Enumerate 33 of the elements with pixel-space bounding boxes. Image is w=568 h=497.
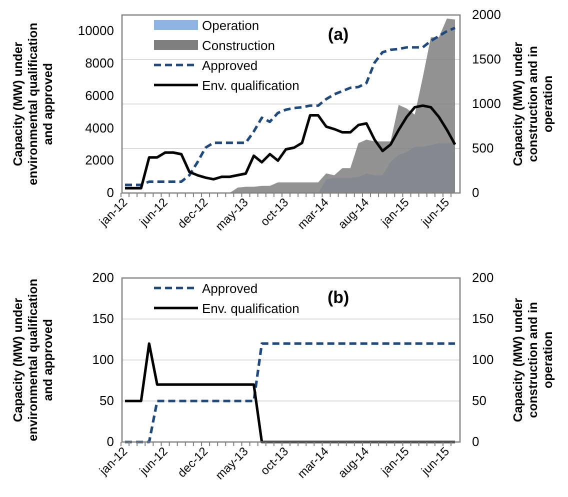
y2-axis-title: Capacity (MW) under construction and in operation xyxy=(511,298,555,422)
y2-tick-label: 150 xyxy=(472,311,494,326)
y-tick-label: 50 xyxy=(100,393,114,408)
y2-tick-label: 50 xyxy=(472,393,486,408)
y2-tick-label: 100 xyxy=(472,352,494,367)
legend-label: Env. qualification xyxy=(202,78,300,93)
y-tick-label: 2000 xyxy=(85,152,114,168)
y-tick-label: 150 xyxy=(92,311,114,326)
y-tick-label: 0 xyxy=(106,185,114,200)
legend-label: Operation xyxy=(202,18,260,33)
y-axis-title: Capacity (MW) under environmental qualification and approved xyxy=(11,22,55,186)
y2-tick-label: 0 xyxy=(472,434,480,449)
legend-label: Approved xyxy=(202,281,258,296)
y2-tick-label: 1500 xyxy=(472,52,501,66)
text: (a) xyxy=(328,25,349,44)
y2-tick-label: 0 xyxy=(472,185,480,200)
y-tick-label: 0 xyxy=(106,434,114,449)
y-tick-label: 6000 xyxy=(85,88,114,103)
y2-axis-title: Capacity (MW) under construction and in operation xyxy=(511,42,555,166)
y2-tick-label: 1000 xyxy=(472,96,501,111)
y2-tick-label: 200 xyxy=(472,270,494,285)
y-tick-label: 4000 xyxy=(85,120,114,136)
y-tick-label: 200 xyxy=(92,270,114,285)
y-tick-label: 100 xyxy=(92,352,114,367)
legend-label: Construction xyxy=(202,38,275,53)
legend-label: Env. qualification xyxy=(202,301,300,316)
y2-tick-label: 2000 xyxy=(472,7,501,22)
text: (b) xyxy=(327,288,350,307)
y-axis-title: Capacity (MW) under environmental qualification and approved xyxy=(11,278,55,442)
legend-label: Approved xyxy=(202,58,258,73)
y-tick-label: 10000 xyxy=(78,23,114,38)
y-tick-label: 8000 xyxy=(85,56,114,71)
y2-tick-label: 500 xyxy=(472,140,494,156)
